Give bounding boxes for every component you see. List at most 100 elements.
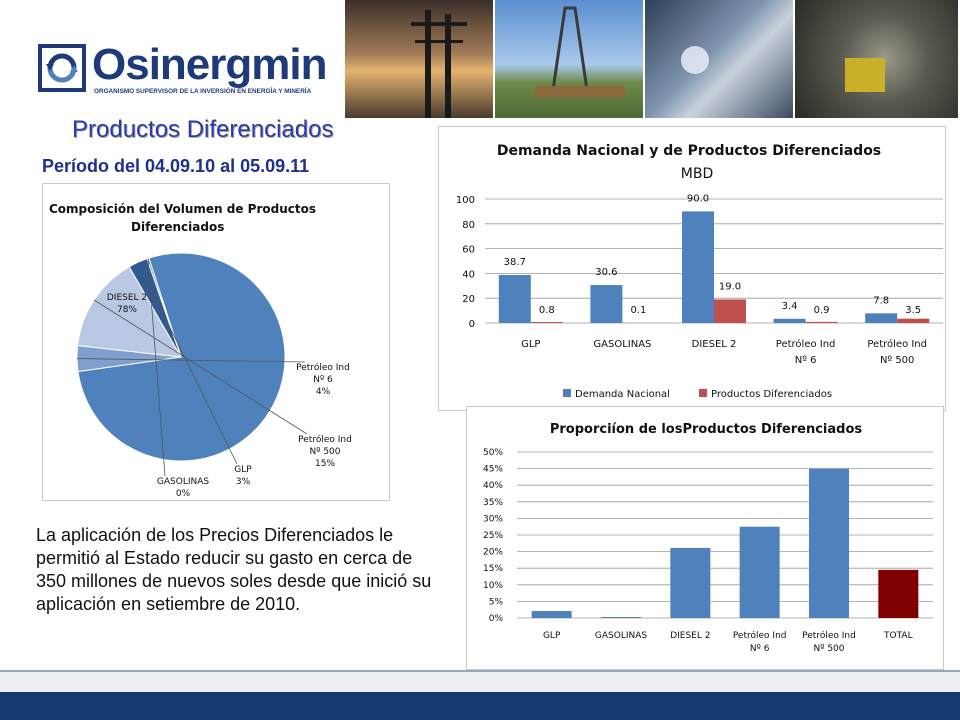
pie-label-text: Petróleo Ind bbox=[298, 434, 352, 445]
bar-category-label: Petróleo Ind bbox=[776, 338, 836, 350]
bar-y-tick: 40 bbox=[462, 269, 475, 280]
bar-category-label: Nº 6 bbox=[795, 355, 817, 366]
header-photo-strip bbox=[345, 0, 960, 118]
legend-swatch bbox=[563, 389, 571, 397]
bar-demanda-4 bbox=[865, 313, 898, 323]
pie-chart-title-line1: Composición del Volumen de Productos bbox=[49, 202, 316, 216]
prop-chart-title: Proporciíon de losProductos Diferenciado… bbox=[550, 422, 863, 437]
prop-y-tick: 30% bbox=[483, 514, 503, 524]
period-subtitle: Período del 04.09.10 al 05.09.11 bbox=[42, 156, 310, 176]
pie-label-text: Nº 500 bbox=[309, 447, 340, 457]
prop-category-label: Petróleo Ind bbox=[733, 630, 787, 641]
prop-category-label: GLP bbox=[543, 631, 561, 641]
prop-bar-0 bbox=[531, 611, 572, 618]
page-title: Productos Diferenciados bbox=[72, 116, 334, 143]
prop-y-tick: 40% bbox=[483, 481, 503, 491]
pie-label-petr-leo-ind-n-6: Petróleo Ind Nº 6 4% bbox=[77, 358, 350, 397]
bar-diferenciados-4 bbox=[897, 318, 930, 323]
pie-label-petr-leo-ind-n-500: Petróleo Ind Nº 500 15% bbox=[93, 299, 352, 469]
logo-mark-icon bbox=[38, 44, 86, 92]
prop-bar-1 bbox=[601, 617, 641, 618]
pie-chart-svg: Composición del Volumen de Productos Dif… bbox=[49, 202, 352, 499]
bar-data-label: 7.8 bbox=[873, 295, 889, 306]
prop-category-label: Nº 500 bbox=[813, 644, 844, 654]
prop-category-label: Nº 6 bbox=[750, 644, 770, 654]
photo-oil-rig bbox=[495, 0, 645, 118]
bar-diferenciados-0 bbox=[530, 322, 563, 323]
pie-label-glp: GLP 3% bbox=[137, 262, 252, 487]
footer-band bbox=[0, 692, 960, 720]
photo-pipeline-welding bbox=[645, 0, 795, 118]
prop-y-tick: 10% bbox=[483, 581, 503, 591]
bar-diferenciados-3 bbox=[805, 321, 838, 323]
bar-data-label: 30.6 bbox=[595, 267, 617, 278]
pie-label-text: GASOLINAS bbox=[157, 477, 209, 487]
legend-swatch bbox=[699, 389, 707, 397]
bar-demanda-0 bbox=[498, 275, 531, 323]
pie-label-text: 15% bbox=[315, 459, 335, 469]
pie-leader-line bbox=[93, 299, 308, 435]
bar-chart-title: Demanda Nacional y de Productos Diferenc… bbox=[497, 143, 881, 159]
legend-label: Productos Diferenciados bbox=[711, 389, 832, 400]
bar-chart-demanda-svg: Demanda Nacional y de Productos Diferenc… bbox=[456, 143, 943, 400]
prop-y-tick: 0% bbox=[489, 614, 504, 624]
bar-data-label: 38.7 bbox=[504, 257, 526, 268]
pie-label-text: DIESEL 2 bbox=[107, 293, 147, 303]
pie-label-text: 4% bbox=[316, 387, 331, 397]
prop-y-tick: 15% bbox=[483, 564, 503, 574]
footer-divider bbox=[0, 670, 960, 692]
prop-bar-2 bbox=[670, 547, 711, 618]
bar-y-tick: 60 bbox=[462, 245, 475, 256]
bar-data-label: 3.4 bbox=[782, 301, 798, 312]
bar-chart-proporcion: Proporciíon de losProductos Diferenciado… bbox=[466, 406, 944, 670]
pie-label-text: 3% bbox=[236, 477, 251, 487]
pie-chart-title-line2: Diferenciados bbox=[131, 220, 224, 234]
bar-category-label: GASOLINAS bbox=[593, 339, 651, 350]
pie-leader-line bbox=[77, 358, 306, 363]
photo-mine-tunnel bbox=[795, 0, 960, 118]
bar-data-label: 0.8 bbox=[539, 305, 555, 316]
pie-label-text: 0% bbox=[176, 489, 191, 499]
prop-category-label: TOTAL bbox=[883, 631, 913, 641]
bar-category-label: DIESEL 2 bbox=[692, 339, 737, 350]
logo-wordmark: Osinergmin bbox=[92, 40, 327, 89]
prop-y-tick: 25% bbox=[483, 531, 503, 541]
prop-y-tick: 20% bbox=[483, 548, 503, 558]
bar-data-label: 90.0 bbox=[687, 193, 709, 204]
summary-paragraph: La aplicación de los Precios Diferenciad… bbox=[36, 525, 432, 614]
prop-y-tick: 50% bbox=[483, 448, 503, 458]
bar-data-label: 0.1 bbox=[630, 305, 646, 316]
bar-chart-proporcion-svg: Proporciíon de losProductos Diferenciado… bbox=[483, 422, 933, 654]
bar-category-label: Nº 500 bbox=[880, 355, 914, 366]
bar-chart-subtitle: MBD bbox=[681, 166, 713, 182]
prop-category-label: Petróleo Ind bbox=[802, 630, 856, 641]
bar-chart-demanda: Demanda Nacional y de Productos Diferenc… bbox=[438, 126, 946, 411]
bar-category-label: Petróleo Ind bbox=[867, 338, 927, 350]
pie-label-text: Nº 6 bbox=[313, 375, 333, 385]
prop-category-label: DIESEL 2 bbox=[670, 631, 710, 641]
bar-demanda-2 bbox=[682, 211, 714, 323]
prop-bar-3 bbox=[739, 526, 780, 618]
prop-y-tick: 45% bbox=[483, 465, 503, 475]
bar-y-tick: 100 bbox=[456, 195, 475, 206]
osinergmin-logo: Osinergmin ORGANISMO SUPERVISOR DE LA IN… bbox=[38, 40, 338, 104]
pie-label-gasolinas: GASOLINAS 0% bbox=[147, 258, 209, 499]
bar-data-label: 3.5 bbox=[905, 305, 921, 316]
bar-data-label: 0.9 bbox=[814, 305, 830, 316]
prop-bar-5 bbox=[878, 569, 919, 618]
pie-chart-composicion: Composición del Volumen de Productos Dif… bbox=[42, 183, 390, 501]
pie-label-text: 78% bbox=[117, 305, 137, 315]
pie-label-diesel-2: DIESEL 2 78% bbox=[107, 293, 147, 315]
bar-y-tick: 80 bbox=[462, 220, 475, 231]
bar-y-tick: 20 bbox=[462, 294, 475, 305]
bar-diferenciados-2 bbox=[714, 299, 746, 323]
bar-category-label: GLP bbox=[521, 339, 540, 350]
prop-y-tick: 5% bbox=[489, 597, 504, 607]
prop-bar-4 bbox=[809, 468, 849, 618]
prop-category-label: GASOLINAS bbox=[595, 631, 647, 641]
pie-label-text: GLP bbox=[234, 465, 252, 475]
bar-y-tick: 0 bbox=[469, 319, 475, 330]
pie-leader-line bbox=[147, 258, 166, 477]
legend-label: Demanda Nacional bbox=[575, 389, 670, 400]
prop-y-tick: 35% bbox=[483, 498, 503, 508]
